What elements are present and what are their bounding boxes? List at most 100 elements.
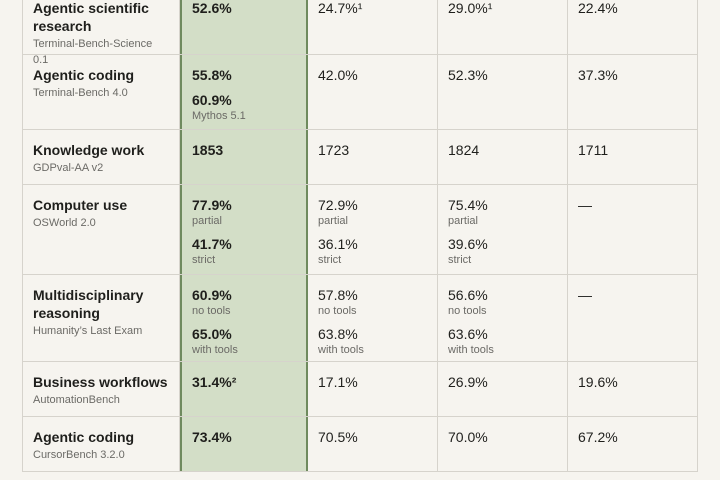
score-value: 19.6% — [578, 374, 618, 390]
score-entry: 60.9% Mythos 5.1 — [192, 91, 296, 123]
score-note: strict — [448, 254, 472, 266]
score-value: 60.9% — [192, 92, 232, 108]
benchmark-cell: Business workflows AutomationBench — [22, 362, 180, 416]
score-entry: 65.0% with tools — [192, 325, 296, 357]
row-name: Knowledge work — [33, 142, 145, 158]
score-value: 70.5% — [318, 429, 358, 445]
score-entry: 52.6% — [192, 0, 296, 17]
score-entry: 22.4% — [578, 0, 687, 17]
score-entry: 1853 — [192, 141, 296, 159]
score-note: partial — [448, 215, 478, 227]
score-value: 29.0%¹ — [448, 0, 493, 16]
table-row: Knowledge work GDPval-AA v2 1853 1723 1824 17… — [22, 130, 698, 185]
score-entry: 70.5% — [318, 428, 427, 446]
score-cell: 67.2% — [568, 417, 698, 471]
score-note: no tools — [448, 305, 487, 317]
score-value: 65.0% — [192, 326, 232, 342]
score-note: with tools — [448, 344, 494, 356]
score-cell: 1711 — [568, 130, 698, 184]
score-entry: — — [578, 286, 687, 304]
score-value: 73.4% — [192, 429, 232, 445]
benchmark-cell: Knowledge work GDPval-AA v2 — [22, 130, 180, 184]
score-value: 63.8% — [318, 326, 358, 342]
table-row: Agentic scientific research Terminal-Benc… — [22, 0, 698, 66]
score-note: partial — [192, 215, 222, 227]
score-cell: 1853 — [180, 130, 308, 184]
score-entry: 17.1% — [318, 373, 427, 391]
score-cell: 56.6% no tools 63.6% with tools — [438, 275, 568, 361]
score-cell: 17.1% — [308, 362, 438, 416]
score-note: with tools — [192, 344, 238, 356]
score-value: 57.8% — [318, 287, 358, 303]
score-value: 70.0% — [448, 429, 488, 445]
score-entry: 70.0% — [448, 428, 557, 446]
score-cell: 1824 — [438, 130, 568, 184]
row-name: Computer use — [33, 197, 128, 213]
benchmark-name: CursorBench 3.2.0 — [33, 449, 125, 461]
score-value: 75.4% — [448, 197, 488, 213]
score-cell: 77.9% partial 41.7% strict — [180, 185, 308, 274]
benchmark-name: OSWorld 2.0 — [33, 217, 96, 229]
score-entry: 42.0% — [318, 66, 427, 84]
score-entry: 24.7%¹ — [318, 0, 427, 17]
score-value: — — [578, 197, 592, 213]
benchmark-name: GDPval-AA v2 — [33, 162, 104, 174]
score-value: — — [578, 287, 592, 303]
score-entry: 52.3% — [448, 66, 557, 84]
score-value: 77.9% — [192, 197, 232, 213]
score-entry: 37.3% — [578, 66, 687, 84]
row-name: Business workflows — [33, 374, 168, 390]
score-entry: 1711 — [578, 141, 687, 159]
score-value: 31.4%² — [192, 374, 237, 390]
score-value: 1711 — [578, 142, 609, 158]
score-value: 36.1% — [318, 236, 358, 252]
score-entry: 55.8% — [192, 66, 296, 84]
score-entry: 63.6% with tools — [448, 325, 557, 357]
benchmark-table: Agentic scientific research Terminal-Benc… — [22, 0, 698, 472]
score-entry: 73.4% — [192, 428, 296, 446]
score-cell: — — [568, 185, 698, 274]
score-cell: 37.3% — [568, 55, 698, 129]
row-name: Agentic scientific research — [33, 0, 149, 34]
score-cell: 72.9% partial 36.1% strict — [308, 185, 438, 274]
score-cell: 26.9% — [438, 362, 568, 416]
score-entry: 39.6% strict — [448, 235, 557, 267]
score-cell: 22.4% — [568, 0, 698, 54]
score-cell: 31.4%² — [180, 362, 308, 416]
score-cell: 29.0%¹ — [438, 0, 568, 54]
score-note: no tools — [192, 305, 231, 317]
score-value: 56.6% — [448, 287, 488, 303]
benchmark-cell: Agentic coding CursorBench 3.2.0 — [22, 417, 180, 471]
score-cell: 70.0% — [438, 417, 568, 471]
score-cell: 24.7%¹ — [308, 0, 438, 54]
score-value: 55.8% — [192, 67, 232, 83]
score-cell: 1723 — [308, 130, 438, 184]
score-cell: 75.4% partial 39.6% strict — [438, 185, 568, 274]
table-row: Multidisciplinary reasoning Humanity’s La… — [22, 275, 698, 362]
score-entry: 60.9% no tools — [192, 286, 296, 318]
score-cell: 60.9% no tools 65.0% with tools — [180, 275, 308, 361]
score-cell: 52.6% — [180, 0, 308, 54]
score-cell: 73.4% — [180, 417, 308, 471]
table-row: Agentic coding Terminal-Bench 4.0 55.8% 60.… — [22, 55, 698, 130]
score-value: 60.9% — [192, 287, 232, 303]
benchmark-name: AutomationBench — [33, 394, 120, 406]
score-entry: 31.4%² — [192, 373, 296, 391]
score-cell: 70.5% — [308, 417, 438, 471]
score-value: 72.9% — [318, 197, 358, 213]
benchmark-name: Terminal-Bench 4.0 — [33, 87, 128, 99]
score-note: no tools — [318, 305, 357, 317]
benchmark-name: Terminal-Bench-Science 0.1 — [33, 38, 153, 66]
score-value: 1853 — [192, 142, 224, 158]
benchmark-name: Humanity’s Last Exam — [33, 325, 143, 337]
benchmark-cell: Multidisciplinary reasoning Humanity’s La… — [22, 275, 180, 361]
benchmark-cell: Agentic coding Terminal-Bench 4.0 — [22, 55, 180, 129]
score-entry: 1723 — [318, 141, 427, 159]
score-note: Mythos 5.1 — [192, 110, 246, 122]
score-entry: 1824 — [448, 141, 557, 159]
score-entry: 77.9% partial — [192, 196, 296, 228]
score-entry: 26.9% — [448, 373, 557, 391]
score-entry: 41.7% strict — [192, 235, 296, 267]
